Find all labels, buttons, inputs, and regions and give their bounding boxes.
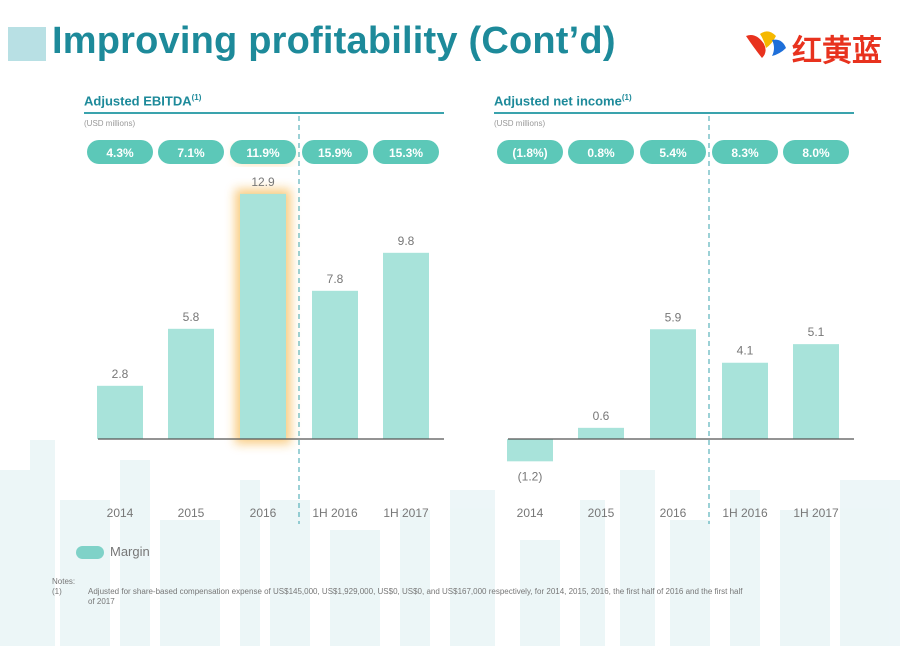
ebitda-bar bbox=[97, 385, 143, 439]
title-accent-square bbox=[8, 27, 46, 61]
net-income-margin-pill bbox=[497, 140, 563, 164]
ebitda-margin-pill bbox=[230, 140, 296, 164]
ebitda-category-label: 2015 bbox=[178, 506, 205, 520]
ebitda-margin-label: 15.3% bbox=[389, 146, 423, 160]
ebitda-title-text: Adjusted EBITDA bbox=[84, 93, 192, 109]
net-income-bar bbox=[793, 344, 839, 439]
ebitda-category-label: 2016 bbox=[250, 506, 277, 520]
net-income-category-label: 1H 2017 bbox=[793, 506, 839, 520]
ebitda-value-label: 2.8 bbox=[112, 367, 129, 381]
net-income-category-label: 2016 bbox=[660, 506, 687, 520]
ebitda-category-label: 1H 2017 bbox=[383, 506, 429, 520]
ebitda-title-rule bbox=[84, 112, 444, 114]
net-income-margin-pill bbox=[712, 140, 778, 164]
net-income-category-label: 1H 2016 bbox=[722, 506, 768, 520]
ebitda-margin-pill bbox=[158, 140, 224, 164]
net-income-bar bbox=[507, 439, 553, 462]
net-income-category-label: 2015 bbox=[588, 506, 615, 520]
ebitda-category-label: 2014 bbox=[107, 506, 134, 520]
ebitda-title-note: (1) bbox=[191, 93, 202, 102]
ebitda-bar bbox=[168, 328, 214, 439]
net-income-bar bbox=[578, 427, 624, 439]
net-income-value-label: 5.9 bbox=[665, 310, 682, 324]
ebitda-margin-pill bbox=[302, 140, 368, 164]
net-income-margin-pill bbox=[640, 140, 706, 164]
net-income-margin-label: 5.4% bbox=[659, 146, 687, 160]
ebitda-panel-title: Adjusted EBITDA(1) bbox=[84, 93, 201, 108]
net-income-panel-title: Adjusted net income(1) bbox=[494, 93, 632, 108]
brand-logo-text: 红黄蓝 bbox=[792, 34, 882, 69]
net-income-unit-label: (USD millions) bbox=[494, 119, 546, 128]
ebitda-value-label: 7.8 bbox=[327, 272, 344, 286]
ebitda-margin-label: 11.9% bbox=[246, 146, 280, 160]
net-income-margin-label: (1.8%) bbox=[512, 146, 547, 160]
net-income-value-label: 0.6 bbox=[593, 409, 610, 423]
ebitda-bar bbox=[383, 252, 429, 439]
net-income-value-label: 4.1 bbox=[737, 344, 754, 358]
net-income-bar bbox=[650, 329, 696, 439]
brand-logo-icon bbox=[746, 31, 786, 58]
legend-margin-swatch bbox=[76, 546, 104, 559]
ebitda-value-label: 5.8 bbox=[183, 310, 200, 324]
legend-margin-label: Margin bbox=[110, 544, 150, 559]
ebitda-margin-pill bbox=[87, 140, 153, 164]
net-income-value-label: (1.2) bbox=[518, 469, 543, 483]
net-income-bar bbox=[722, 362, 768, 439]
net-income-margin-label: 8.0% bbox=[802, 146, 830, 160]
net-income-margin-pill bbox=[783, 140, 849, 164]
net-income-category-label: 2014 bbox=[517, 506, 544, 520]
ebitda-margin-label: 7.1% bbox=[177, 146, 205, 160]
ebitda-value-label: 12.9 bbox=[251, 175, 275, 189]
ebitda-category-label: 1H 2016 bbox=[312, 506, 358, 520]
ebitda-bar bbox=[312, 290, 358, 439]
net-income-margin-pill bbox=[568, 140, 634, 164]
page-title: Improving profitability (Cont’d) bbox=[52, 20, 616, 62]
net-income-title-text: Adjusted net income bbox=[494, 93, 622, 109]
ebitda-value-label: 9.8 bbox=[398, 234, 415, 248]
ebitda-margin-pill bbox=[373, 140, 439, 164]
note-text: Adjusted for share-based compensation ex… bbox=[88, 587, 743, 606]
notes-label: Notes: bbox=[52, 577, 76, 586]
net-income-title-note: (1) bbox=[621, 93, 632, 102]
ebitda-bar bbox=[240, 193, 286, 439]
net-income-value-label: 5.1 bbox=[808, 325, 825, 339]
net-income-margin-label: 8.3% bbox=[731, 146, 759, 160]
ebitda-margin-label: 4.3% bbox=[106, 146, 134, 160]
ebitda-unit-label: (USD millions) bbox=[84, 119, 136, 128]
ebitda-margin-label: 15.9% bbox=[318, 146, 352, 160]
note-number: (1) bbox=[52, 587, 62, 596]
net-income-margin-label: 0.8% bbox=[587, 146, 615, 160]
net-income-title-rule bbox=[494, 112, 854, 114]
